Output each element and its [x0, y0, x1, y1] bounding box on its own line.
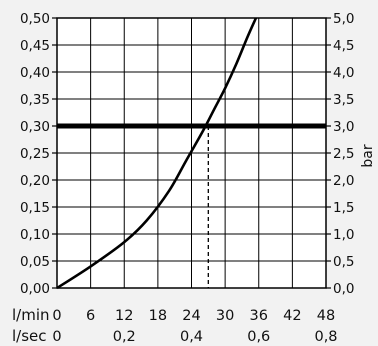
x-lsec-tick-label: 0,4 [180, 329, 203, 345]
series-line [56, 17, 258, 290]
right-tick-label: 1,5 [333, 200, 354, 216]
x-lmin-tick-label: 0 [52, 308, 61, 324]
right-tick-label: 2,5 [333, 146, 354, 162]
left-tick-label: 0,10 [20, 227, 50, 243]
x-lmin-tick-label: 6 [86, 308, 95, 324]
right-tick-label: 0,5 [333, 254, 354, 270]
left-tick-label: 0,50 [20, 11, 50, 27]
left-tick-label: 0,45 [20, 38, 50, 54]
right-tick-label: 3,5 [333, 92, 354, 108]
right-tick-label: 2,0 [333, 173, 354, 189]
x-lmin-tick-label: 36 [250, 308, 268, 324]
x-lmin-tick-label: 18 [149, 308, 167, 324]
left-tick-label: 0,00 [20, 281, 50, 297]
x-lmin-tick-label: 12 [115, 308, 133, 324]
right-tick-label: 4,5 [333, 38, 354, 54]
x-lsec-tick-label: 0 [52, 329, 61, 345]
x-axis-lmin-ticks: 0 6 12 18 24 30 36 42 48 [52, 308, 335, 324]
left-tick-label: 0,40 [20, 65, 50, 81]
left-axis-ticks: 0,00 0,05 0,10 0,15 0,20 0,25 0,30 0,35 0,40 0,45… [20, 11, 57, 297]
right-tick-label: 3,0 [333, 119, 354, 135]
left-tick-label: 0,20 [20, 173, 50, 189]
right-tick-label: 4,0 [333, 65, 354, 81]
x-lsec-tick-label: 0,2 [113, 329, 136, 345]
right-tick-label: 1,0 [333, 227, 354, 243]
x-lsec-tick-label: 0,8 [314, 329, 337, 345]
right-axis-ticks: 0,0 0,5 1,0 1,5 2,0 2,5 3,0 3,5 4,0 4,5 5,0 [326, 11, 354, 297]
right-axis-label: bar [360, 144, 376, 167]
x-lmin-tick-label: 24 [182, 308, 200, 324]
x-axis-lsec-ticks: 0 0,2 0,4 0,6 0,8 [52, 329, 337, 345]
x-lmin-tick-label: 30 [216, 308, 234, 324]
left-tick-label: 0,30 [20, 119, 50, 135]
reference-lines [57, 123, 326, 288]
left-tick-label: 0,35 [20, 92, 50, 108]
x-lmin-tick-label: 42 [283, 308, 301, 324]
grid [57, 18, 326, 288]
x-lmin-tick-label: 48 [317, 308, 335, 324]
right-tick-label: 5,0 [333, 11, 354, 27]
x-axis-lmin-label: l/min [12, 306, 50, 324]
right-tick-label: 0,0 [333, 281, 354, 297]
left-tick-label: 0,15 [20, 200, 50, 216]
left-tick-label: 0,05 [20, 254, 50, 270]
x-lsec-tick-label: 0,6 [247, 329, 270, 345]
left-tick-label: 0,25 [20, 146, 50, 162]
x-axis-lsec-label: l/sec [12, 327, 47, 345]
